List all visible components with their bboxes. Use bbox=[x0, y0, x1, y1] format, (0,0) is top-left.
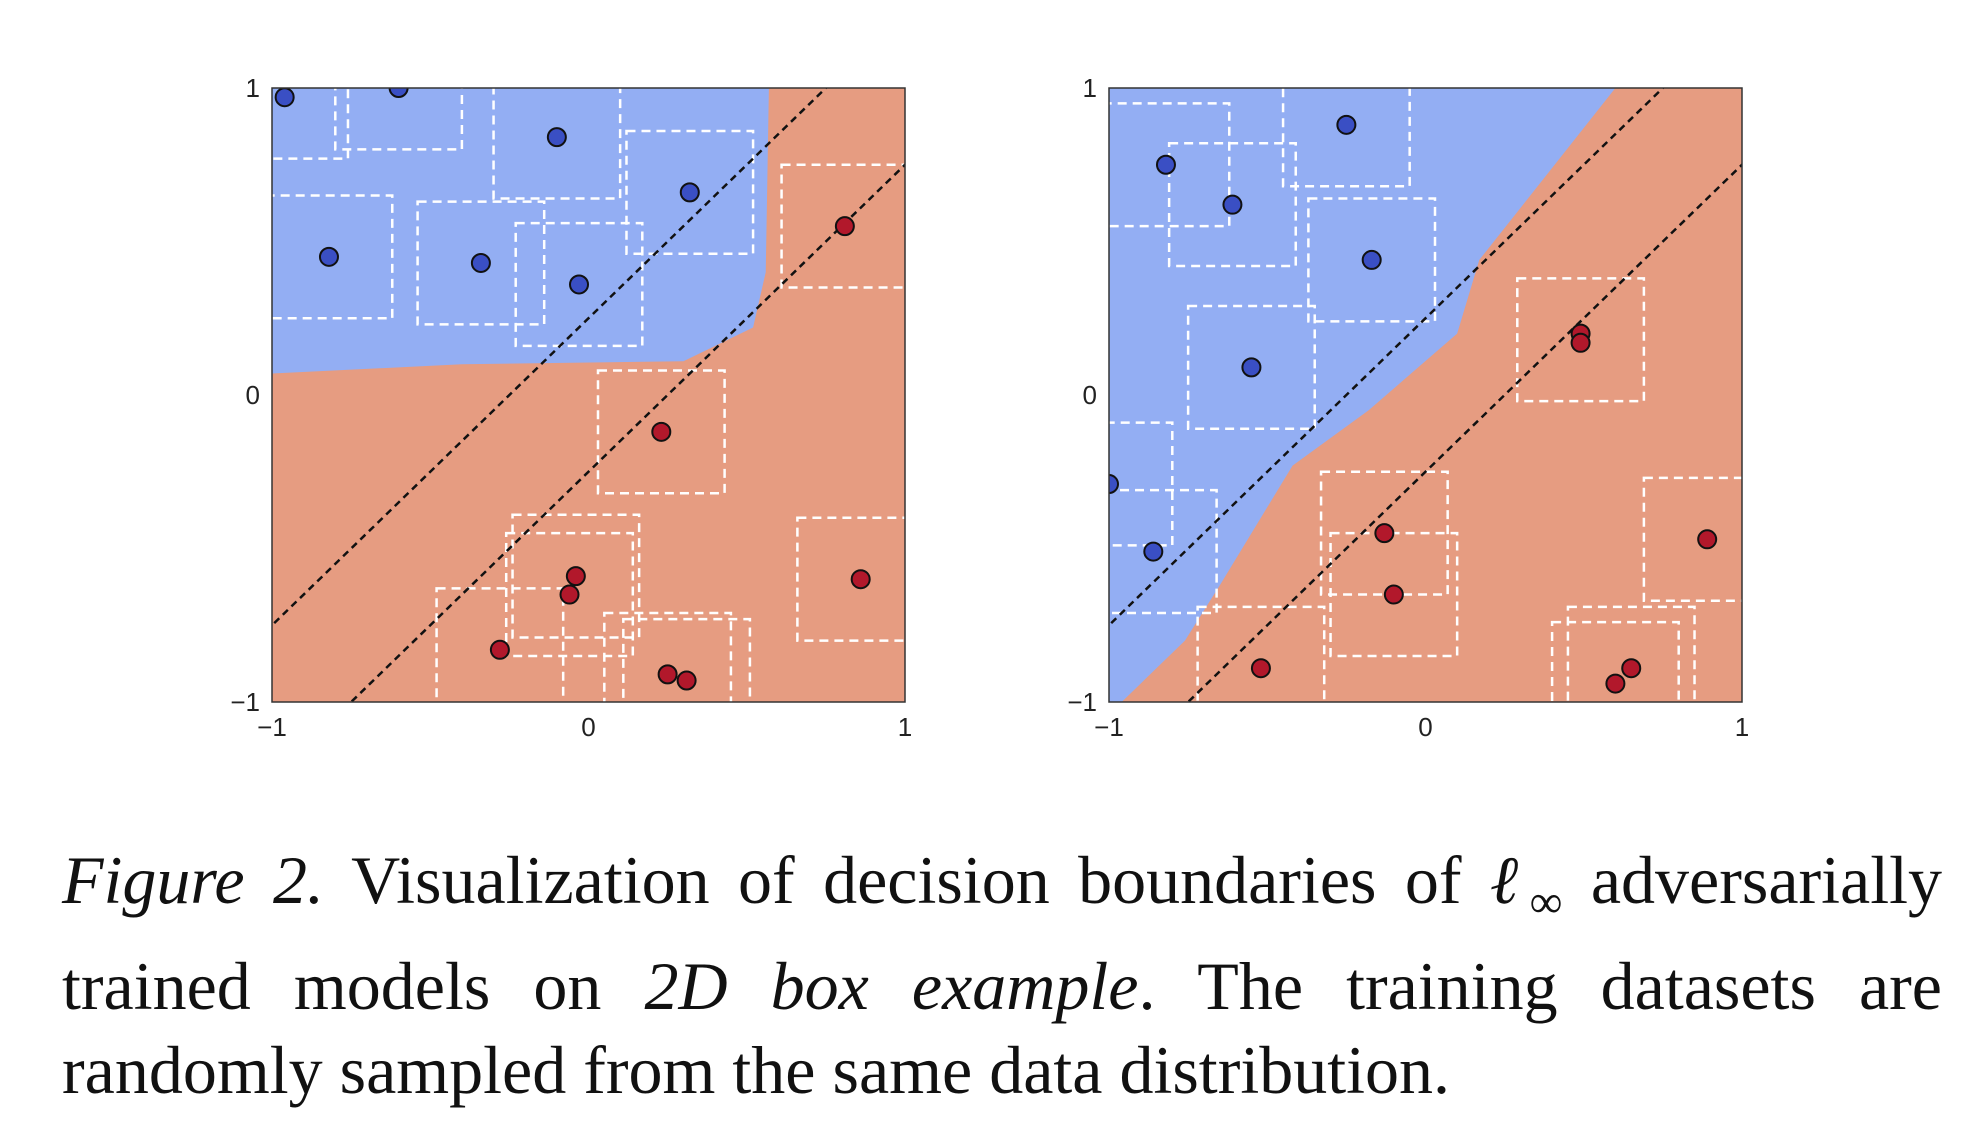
perturbation-box bbox=[625, 129, 755, 256]
caption-line-1: Figure 2. Visualization of decision boun… bbox=[62, 838, 1942, 944]
red-data-point bbox=[1374, 523, 1395, 544]
perturbation-box bbox=[596, 369, 726, 495]
red-data-point bbox=[834, 216, 855, 237]
red-data-point bbox=[850, 569, 871, 590]
dashed-diagonal-line bbox=[1109, 88, 1665, 627]
left-plot-panel: −1 −1 0 0 1 1 bbox=[0, 0, 981, 780]
red-data-point bbox=[1621, 658, 1642, 679]
blue-data-point bbox=[546, 127, 567, 148]
caption-text-1: Visualization of decision boundaries of bbox=[351, 842, 1462, 918]
perturbation-box bbox=[1516, 277, 1646, 403]
y-tick-label: 0 bbox=[246, 380, 260, 410]
blue-data-point bbox=[470, 252, 491, 273]
caption-line-3: randomly sampled from the same data dist… bbox=[62, 1032, 1451, 1108]
perturbation-box bbox=[1319, 470, 1449, 596]
red-data-point bbox=[1570, 332, 1591, 353]
perturbation-box bbox=[603, 611, 733, 702]
right-plot-panel: −1 −1 0 0 1 1 bbox=[981, 0, 1962, 780]
perturbation-box bbox=[622, 617, 752, 702]
red-data-point bbox=[651, 421, 672, 442]
blue-data-point bbox=[1143, 541, 1164, 562]
norm-symbol: ℓ bbox=[1489, 841, 1530, 920]
dashed-diagonal-line bbox=[349, 163, 905, 702]
perturbation-box bbox=[780, 163, 905, 289]
red-data-point bbox=[489, 639, 510, 660]
plot-frame bbox=[271, 87, 906, 703]
left-decision-boundary-plot: −1−1 0 0 1 1 bbox=[230, 73, 912, 742]
blue-data-point bbox=[1241, 357, 1262, 378]
perturbation-box bbox=[1566, 605, 1696, 702]
caption-text-2b: . The training datasets are bbox=[1138, 948, 1942, 1024]
x-tick-label: 0 bbox=[581, 712, 595, 742]
perturbation-box bbox=[511, 513, 641, 639]
blue-data-point bbox=[1155, 154, 1176, 175]
red-data-point bbox=[1250, 658, 1271, 679]
norm-subscript: ∞ bbox=[1529, 876, 1563, 927]
dashed-diagonal-line bbox=[272, 88, 828, 627]
red-data-point bbox=[1383, 584, 1404, 605]
perturbation-box bbox=[272, 194, 394, 320]
red-data-point bbox=[657, 664, 678, 685]
plot-frame bbox=[1108, 87, 1743, 703]
blue-data-point bbox=[679, 182, 700, 203]
figure-caption: Figure 2. Visualization of decision boun… bbox=[62, 838, 1942, 1112]
perturbation-box bbox=[1196, 605, 1326, 702]
perturbation-box bbox=[1109, 421, 1174, 547]
red-data-point bbox=[559, 584, 580, 605]
figure-label: Figure 2. bbox=[62, 842, 324, 918]
perturbation-box bbox=[1281, 88, 1411, 188]
perturbation-box bbox=[1109, 102, 1231, 228]
perturbation-box bbox=[504, 531, 635, 658]
perturbation-box bbox=[492, 88, 622, 200]
blue-data-point bbox=[1222, 194, 1243, 215]
caption-example-name: 2D box example bbox=[644, 948, 1139, 1024]
perturbation-box bbox=[1307, 197, 1437, 323]
perturbation-box bbox=[514, 221, 644, 348]
red-data-point bbox=[1605, 673, 1626, 694]
right-decision-boundary-plot: −1−1 0 0 1 1 bbox=[1067, 73, 1749, 742]
plot-area bbox=[1109, 88, 1742, 702]
blue-data-point bbox=[1109, 474, 1119, 495]
red-data-point bbox=[676, 670, 697, 691]
y-tick-label: 0 bbox=[1083, 380, 1097, 410]
x-tick-label: 0 bbox=[1418, 712, 1432, 742]
perturbation-box bbox=[1550, 620, 1680, 702]
x-tick-label: 1 bbox=[898, 712, 912, 742]
perturbation-box bbox=[1109, 488, 1218, 615]
blue-region bbox=[272, 88, 769, 374]
blue-data-point bbox=[1336, 114, 1357, 135]
blue-region bbox=[1109, 88, 1616, 702]
perturbation-box bbox=[796, 516, 905, 642]
x-tick-label: 1 bbox=[1735, 712, 1749, 742]
y-tick-label: 1 bbox=[246, 73, 260, 103]
x-tick-label: −1 bbox=[1094, 712, 1124, 742]
caption-text-1-end: adversarially bbox=[1590, 842, 1943, 918]
perturbation-box bbox=[272, 88, 350, 160]
blue-data-point bbox=[274, 88, 295, 108]
y-tick-label: −1 bbox=[1067, 687, 1097, 717]
blue-data-point bbox=[569, 274, 590, 295]
blue-data-point bbox=[1361, 249, 1382, 270]
red-data-point bbox=[565, 566, 586, 587]
caption-line-2: trained models on 2D box example. The tr… bbox=[62, 944, 1942, 1028]
perturbation-box bbox=[416, 200, 546, 326]
perturbation-box bbox=[1642, 476, 1742, 602]
perturbation-box bbox=[1167, 142, 1297, 268]
perturbation-box bbox=[435, 587, 565, 702]
blue-data-point bbox=[388, 88, 409, 98]
red-data-point bbox=[1697, 529, 1718, 550]
perturbation-box bbox=[1186, 304, 1316, 431]
blue-data-point bbox=[318, 246, 339, 267]
y-tick-label: 1 bbox=[1083, 73, 1097, 103]
caption-text-2a: trained models on bbox=[62, 948, 602, 1024]
y-tick-label: −1 bbox=[230, 687, 260, 717]
x-tick-label: −1 bbox=[257, 712, 287, 742]
plot-area bbox=[272, 88, 905, 702]
dashed-diagonal-line bbox=[1186, 163, 1742, 702]
